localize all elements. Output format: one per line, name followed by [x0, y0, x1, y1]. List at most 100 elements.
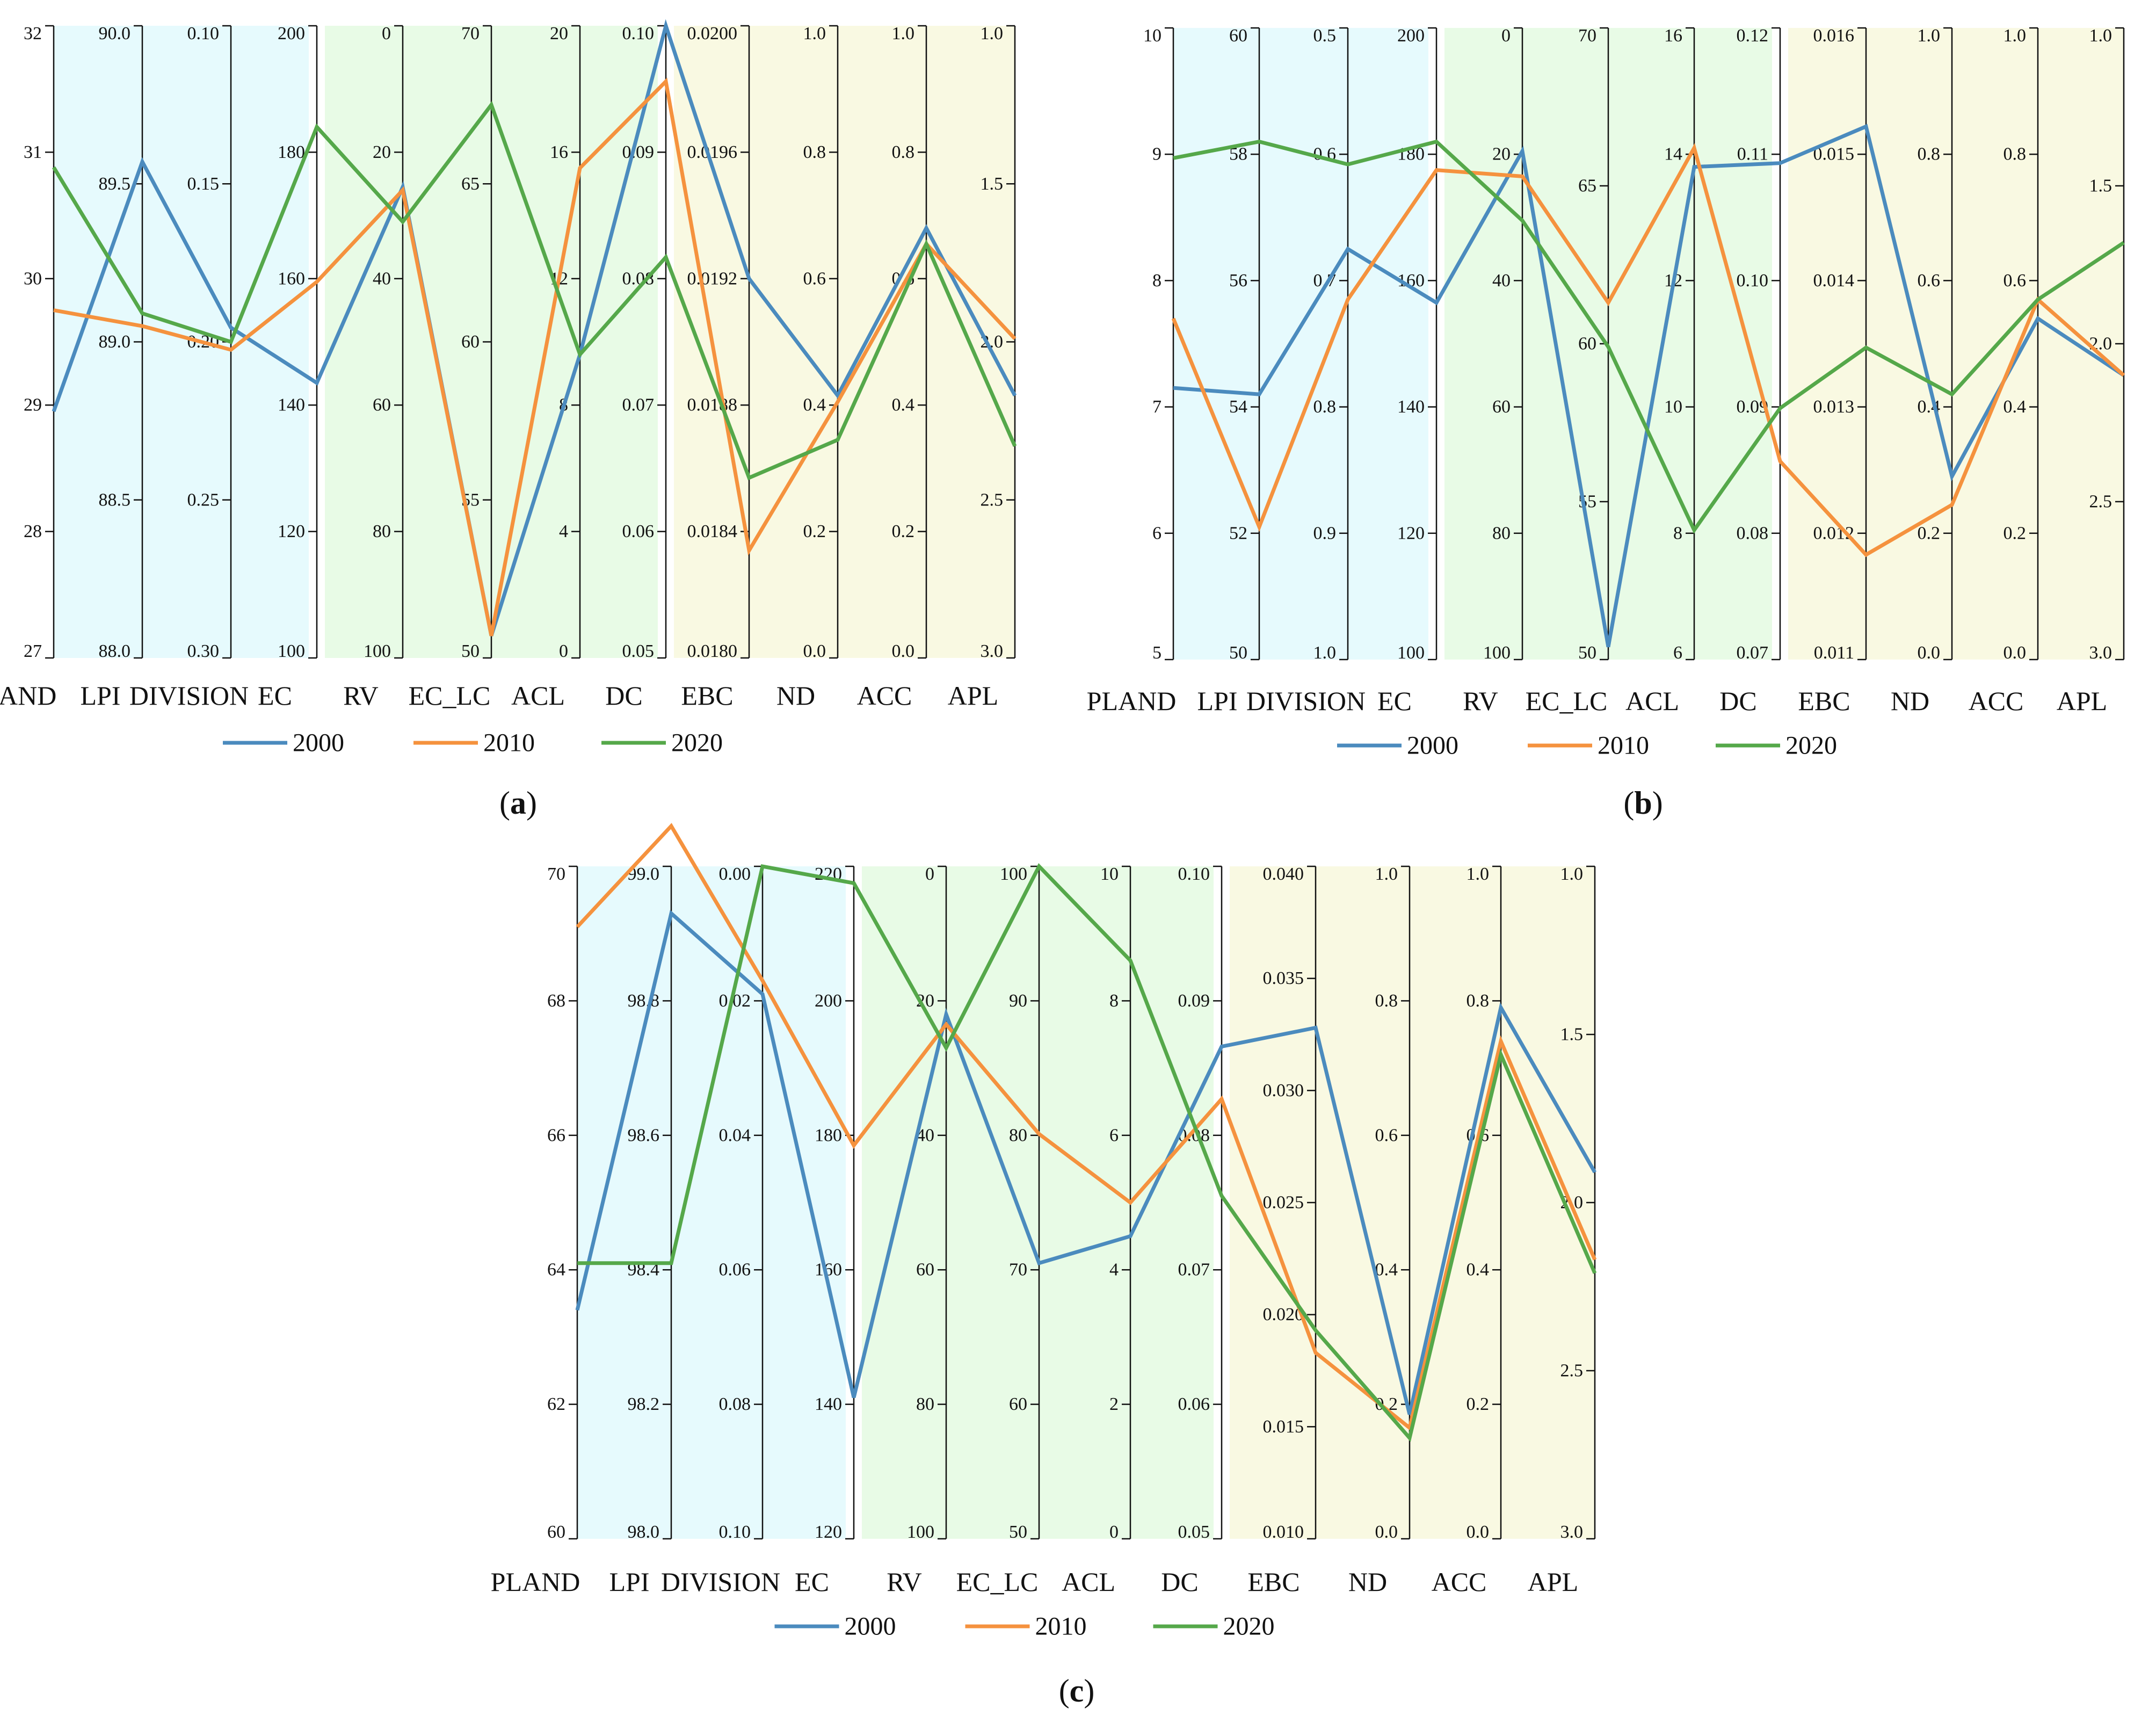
series-line-2020 [577, 863, 1597, 1442]
tick-label: 68 [547, 991, 565, 1011]
axis-name-ec: EC [795, 1567, 829, 1597]
legend-label-2000: 2000 [845, 1612, 896, 1641]
tick-label: 98.0 [628, 1522, 660, 1542]
tick-label: 0.0184 [687, 522, 738, 541]
tick-label: 0.10 [1737, 271, 1769, 291]
tick-label: 1.0 [2003, 26, 2027, 46]
axis-name-nd: ND [1348, 1567, 1387, 1597]
tick-label: 80 [373, 522, 391, 541]
tick-label: 200 [815, 991, 842, 1011]
tick-label: 52 [1229, 523, 1247, 543]
axis-name-lpi: LPI [81, 681, 121, 711]
tick-label: 0.09 [622, 142, 655, 162]
tick-label: 0.05 [622, 641, 655, 661]
tick-label: 100 [278, 641, 305, 661]
tick-label: 0.016 [1813, 26, 1855, 46]
tick-label: 180 [815, 1125, 842, 1145]
tick-label: 180 [278, 142, 305, 162]
tick-label: 0.8 [803, 142, 826, 162]
tick-label: 8 [1673, 523, 1682, 543]
tick-label: 0.030 [1263, 1081, 1304, 1101]
tick-label: 7 [1152, 397, 1162, 417]
tick-label: 0.2 [2003, 523, 2027, 543]
tick-label: 1.0 [892, 24, 915, 44]
tick-label: 0.010 [1263, 1522, 1304, 1542]
tick-label: 50 [1009, 1522, 1027, 1542]
tick-label: 1.0 [2089, 26, 2113, 46]
axis-name-apl: APL [2057, 686, 2107, 716]
panel-label: (c) [1059, 1673, 1095, 1709]
axis-name-rv: RV [343, 681, 378, 711]
tick-label: 70 [547, 864, 565, 884]
panel-letter: b [1634, 785, 1652, 821]
tick-label: 65 [461, 174, 480, 194]
series-line-2010 [53, 77, 1017, 636]
axis-name-acl: ACL [511, 681, 565, 711]
tick-label: 0.014 [1813, 271, 1855, 291]
tick-label: 0.2 [1918, 523, 1941, 543]
tick-label: 0.0 [2003, 643, 2027, 663]
tick-label: 1.0 [981, 24, 1004, 44]
axis-name-ec_lc: EC_LC [956, 1567, 1039, 1597]
tick-label: 0 [559, 641, 568, 661]
tick-label: 70 [1009, 1260, 1027, 1280]
tick-label: 20 [1492, 144, 1511, 164]
tick-label: 2.0 [2089, 334, 2113, 354]
tick-label: 0.08 [719, 1394, 751, 1414]
axis-name-lpi: LPI [1197, 686, 1238, 716]
tick-label: 60 [1009, 1394, 1027, 1414]
tick-label: 100 [907, 1522, 934, 1542]
tick-label: 40 [373, 269, 391, 288]
tick-label: 10 [1100, 864, 1119, 884]
tick-label: 8 [1109, 991, 1119, 1011]
tick-label: 160 [278, 269, 305, 288]
series-line-2000 [52, 19, 1017, 636]
axis-name-dc: DC [1719, 686, 1756, 716]
tick-label: 0.013 [1813, 397, 1855, 417]
tick-label: 20 [373, 142, 391, 162]
tick-label: 5 [1152, 643, 1162, 663]
background-band-2 [862, 866, 1214, 1539]
tick-label: 2.5 [981, 490, 1004, 510]
tick-label: 0.040 [1263, 864, 1304, 884]
tick-label: 10 [1664, 397, 1682, 417]
tick-label: 60 [547, 1522, 565, 1542]
tick-label: 0 [925, 864, 934, 884]
tick-label: 70 [461, 24, 480, 44]
tick-label: 0.011 [1814, 643, 1854, 663]
tick-label: 27 [24, 641, 42, 661]
background-band-3 [1788, 28, 2124, 660]
tick-label: 0.15 [187, 174, 220, 194]
tick-label: 60 [461, 332, 480, 352]
legend-label-2020: 2020 [1223, 1612, 1275, 1641]
tick-label: 2.5 [1560, 1361, 1584, 1381]
axis-name-division: DIVISION [661, 1567, 780, 1597]
tick-label: 120 [815, 1522, 842, 1542]
axis-name-ec_lc: EC_LC [409, 681, 491, 711]
tick-label: 0.025 [1263, 1193, 1304, 1213]
tick-label: 98.6 [628, 1125, 660, 1145]
tick-label: 0.0 [1467, 1522, 1490, 1542]
tick-label: 0.0180 [687, 641, 738, 661]
tick-label: 66 [547, 1125, 565, 1145]
axis-name-dc: DC [1161, 1567, 1198, 1597]
tick-label: 100 [1483, 643, 1511, 663]
tick-label: 0.0 [803, 641, 826, 661]
tick-label: 80 [1009, 1125, 1027, 1145]
tick-label: 100 [1397, 643, 1425, 663]
series-line-2020 [1173, 139, 2125, 534]
tick-label: 0.30 [187, 641, 220, 661]
panel-letter: a [510, 785, 526, 821]
tick-label: 50 [461, 641, 480, 661]
tick-label: 0.8 [1467, 991, 1490, 1011]
tick-label: 98.8 [628, 991, 660, 1011]
axis-name-pland: PLAND [491, 1567, 580, 1597]
panel-letter: c [1070, 1673, 1084, 1709]
tick-label: 14 [1664, 144, 1682, 164]
tick-label: 0.08 [1737, 523, 1769, 543]
background-band-1 [1173, 28, 1428, 660]
axis-name-ebc: EBC [1798, 686, 1850, 716]
tick-label: 0.10 [1178, 864, 1210, 884]
legend-label-2010: 2010 [1035, 1612, 1087, 1641]
background-band-1 [577, 866, 846, 1539]
